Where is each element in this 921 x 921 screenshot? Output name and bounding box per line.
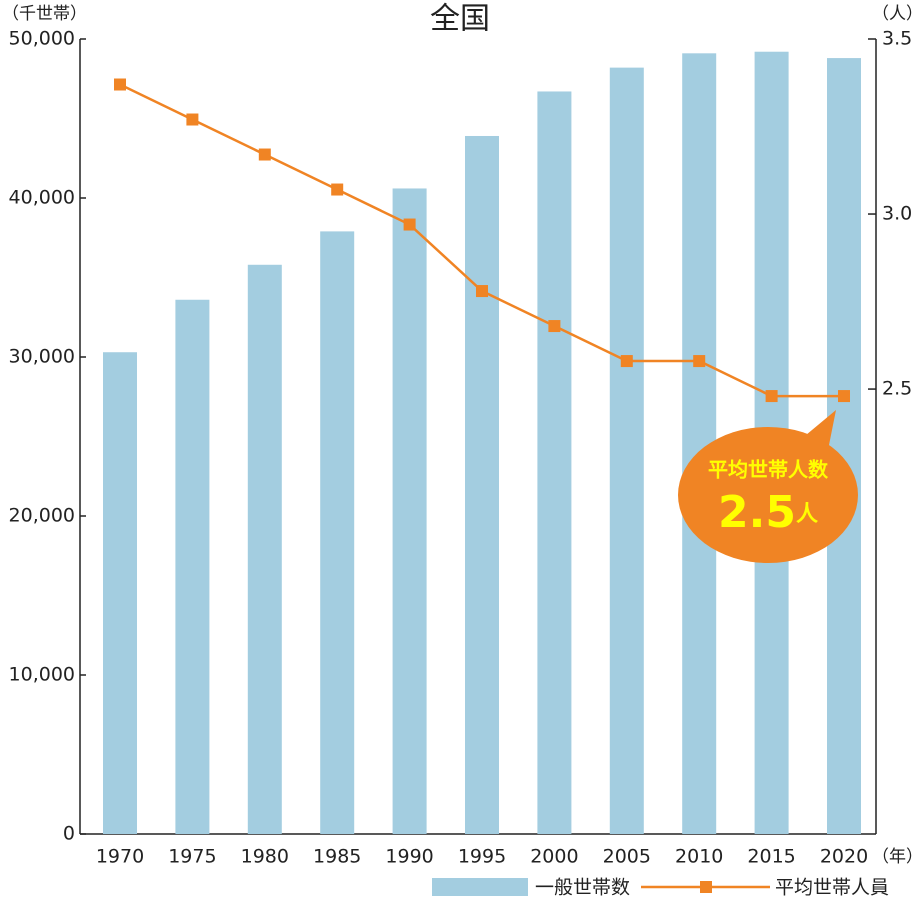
- x-tick-label: 1980: [241, 846, 289, 868]
- line-marker: [258, 148, 271, 161]
- bar: [320, 231, 355, 834]
- y-tick-label: 30,000: [9, 346, 75, 368]
- legend-swatch: [432, 878, 528, 896]
- y2-tick-label: 3.5: [882, 28, 912, 50]
- bar: [247, 264, 282, 834]
- line-marker: [114, 78, 126, 91]
- callout-value: 2.5人: [718, 487, 818, 538]
- line-marker: [838, 390, 850, 403]
- bar: [103, 352, 137, 834]
- y2-tick-label: 3.0: [882, 203, 912, 225]
- line-marker: [331, 183, 344, 196]
- y2-tick-label: 2.5: [882, 378, 912, 400]
- x-tick-label: 2000: [530, 846, 578, 868]
- x-tick-label: 1985: [313, 846, 361, 868]
- x-tick-label: 1990: [385, 846, 433, 868]
- x-axis-label: （年）: [872, 847, 921, 867]
- legend-swatch: [700, 881, 712, 893]
- legend-label: 一般世帯数: [535, 877, 630, 899]
- line-marker: [620, 355, 633, 368]
- chart-title: 全国: [430, 2, 490, 37]
- bar: [609, 67, 644, 835]
- bar: [537, 91, 572, 835]
- line-marker: [693, 355, 706, 368]
- line-marker: [548, 320, 561, 333]
- callout-unit: 人: [796, 502, 818, 527]
- callout-text: 平均世帯人数: [708, 458, 829, 482]
- line-marker: [476, 285, 488, 298]
- y2-axis-label: （人）: [872, 4, 921, 24]
- callout: [678, 427, 858, 563]
- legend-label: 平均世帯人員: [775, 877, 889, 899]
- bar: [392, 188, 427, 834]
- x-tick-label: 2010: [675, 846, 723, 868]
- y-tick-label: 40,000: [9, 187, 75, 209]
- callout-number: 2.5: [718, 487, 796, 538]
- y-tick-label: 50,000: [9, 28, 75, 50]
- y-axis-label: （千世帯）: [2, 4, 87, 24]
- bar: [465, 135, 499, 835]
- line-marker: [765, 390, 778, 403]
- y-tick-label: 20,000: [9, 505, 75, 527]
- line-marker: [186, 113, 199, 126]
- y-tick-label: 10,000: [9, 664, 75, 686]
- y-tick-label: 0: [63, 823, 75, 845]
- x-tick-label: 1970: [96, 846, 144, 868]
- bar: [175, 299, 210, 834]
- line-marker: [403, 218, 416, 231]
- x-tick-label: 1975: [168, 846, 216, 868]
- x-tick-label: 2015: [747, 846, 795, 868]
- x-tick-label: 1995: [458, 846, 506, 868]
- bar: [827, 58, 861, 834]
- x-tick-label: 2005: [603, 846, 651, 868]
- x-tick-label: 2020: [820, 846, 868, 868]
